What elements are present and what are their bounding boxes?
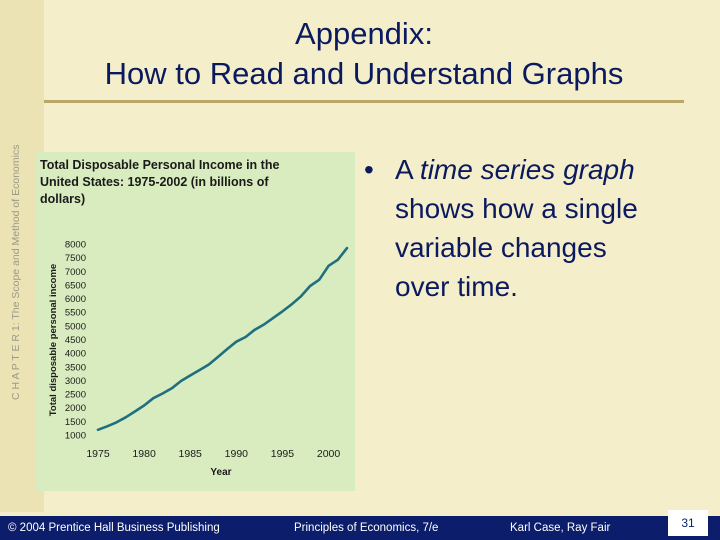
- income-series-line: [96, 246, 349, 432]
- y-axis-label: Total disposable personal income: [48, 264, 59, 416]
- x-tick-label: 1990: [225, 448, 249, 460]
- bullet-suffix: shows how a single variable changes over…: [395, 193, 638, 302]
- x-tick-label: 2000: [317, 448, 341, 460]
- chart-title: Total Disposable Personal Income in the …: [40, 158, 280, 206]
- title-divider: [44, 100, 684, 103]
- y-tick-label: 2500: [65, 390, 86, 401]
- time-series-chart: 1000 1500 2000 2500 3000 3500 4000 4500 5000 5500…: [48, 240, 349, 478]
- footer-book: Principles of Economics, 7/e: [294, 522, 439, 534]
- y-tick-label: 6500: [65, 280, 86, 291]
- footer-bar: © 2004 Prentice Hall Business Publishing…: [0, 516, 720, 540]
- x-tick-label: 1995: [271, 448, 295, 460]
- x-tick-label: 1975: [86, 448, 110, 460]
- y-tick-label: 8000: [65, 240, 86, 251]
- x-tick-label: 1980: [132, 448, 156, 460]
- slide-title: Appendix: How to Read and Understand Gra…: [44, 14, 684, 94]
- slide-title-line1: Appendix:: [295, 16, 433, 51]
- y-tick-label: 7000: [65, 267, 86, 278]
- y-tick-label: 5500: [65, 308, 86, 319]
- bullet-text: A time series graph shows how a single v…: [395, 150, 665, 306]
- y-tick-label: 3000: [65, 376, 86, 387]
- y-tick-label: 6000: [65, 294, 86, 305]
- y-tick-label: 4000: [65, 349, 86, 360]
- x-tick-label: 1985: [179, 448, 203, 460]
- y-tick-label: 3500: [65, 362, 86, 373]
- bullet-prefix: A: [395, 154, 420, 185]
- bullet-emphasis: time series graph: [419, 154, 635, 185]
- page-number: 31: [668, 510, 708, 536]
- y-tick-label: 1500: [65, 417, 86, 428]
- y-tick-label: 1000: [65, 431, 86, 442]
- footer-authors: Karl Case, Ray Fair: [510, 522, 611, 534]
- x-axis-label: Year: [210, 467, 231, 478]
- footer-copyright: © 2004 Prentice Hall Business Publishing: [8, 522, 220, 534]
- chart-panel: 1000 1500 2000 2500 3000 3500 4000 4500 5000 5500…: [36, 152, 355, 491]
- slide-title-line2: How to Read and Understand Graphs: [104, 56, 624, 91]
- bullet-icon: •: [364, 154, 374, 185]
- y-tick-label: 7500: [65, 253, 86, 264]
- chapter-label: C H A P T E R 1: The Scope and Method of…: [10, 144, 22, 400]
- y-tick-label: 5000: [65, 321, 86, 332]
- y-tick-label: 2000: [65, 403, 86, 414]
- y-tick-label: 4500: [65, 335, 86, 346]
